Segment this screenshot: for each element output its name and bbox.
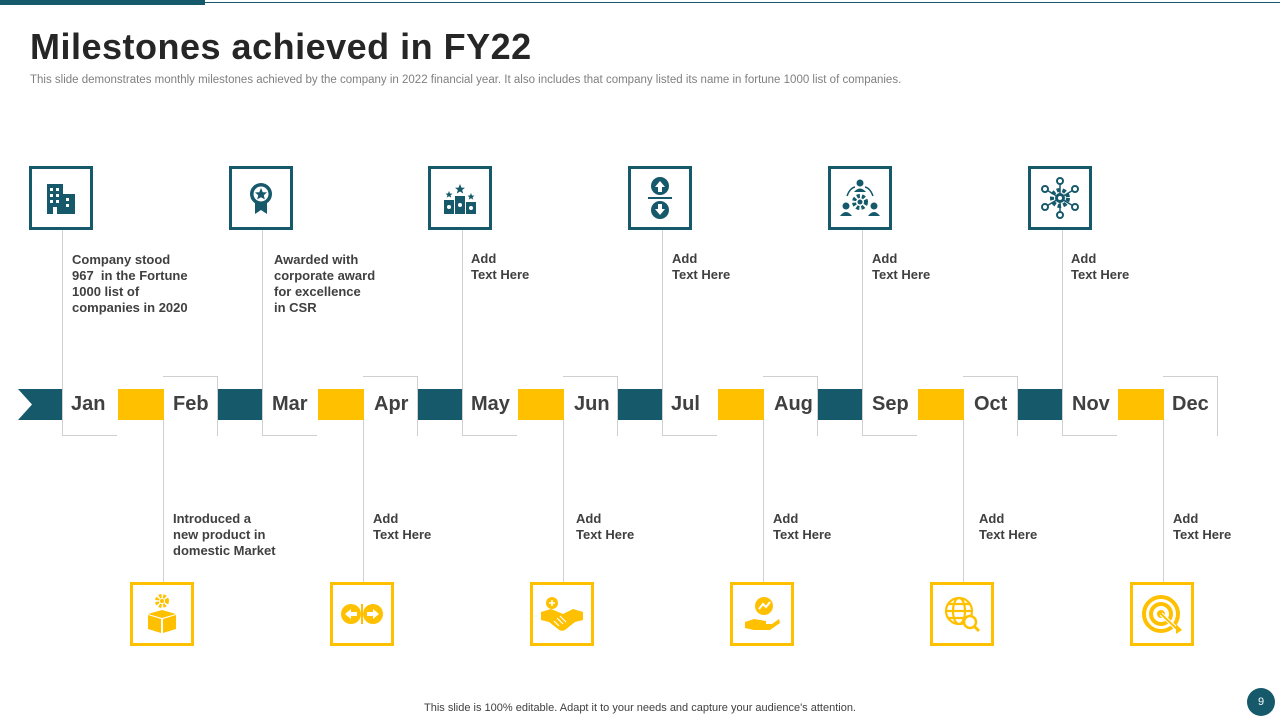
milestone-text-aug: Add Text Here <box>773 511 832 542</box>
timeline-segment <box>417 389 463 420</box>
milestone-icon-box-apr <box>330 582 394 646</box>
hand-growth-icon <box>745 597 780 630</box>
month-bracket <box>462 376 517 436</box>
month-bracket <box>862 376 917 436</box>
timeline-segment <box>118 389 164 420</box>
connector-line <box>662 230 663 390</box>
timeline-segment <box>217 389 263 420</box>
timeline-segment <box>718 389 764 420</box>
podium-stars-icon <box>444 184 476 214</box>
team-gear-icon <box>840 179 880 216</box>
timeline-segment <box>1017 389 1063 420</box>
gear-network-icon <box>1041 177 1079 219</box>
month-bracket <box>1163 376 1218 436</box>
month-label-jan: Jan <box>71 393 106 415</box>
milestone-icon-box-oct <box>930 582 994 646</box>
milestone-text-dec: Add Text Here <box>1173 511 1232 542</box>
milestone-icon-box-nov <box>1028 166 1092 230</box>
timeline-segment <box>1118 389 1164 420</box>
slide-subtitle: This slide demonstrates monthly mileston… <box>30 74 902 86</box>
up-down-arrows-icon <box>648 177 672 219</box>
month-label-apr: Apr <box>374 393 409 415</box>
milestone-text-jan: Company stood 967 in the Fortune 1000 li… <box>72 252 188 315</box>
connector-line <box>963 420 964 582</box>
month-bracket <box>62 376 117 436</box>
milestone-icon-box-dec <box>1130 582 1194 646</box>
connector-line <box>862 230 863 390</box>
milestone-text-apr: Add Text Here <box>373 511 432 542</box>
month-bracket <box>262 376 317 436</box>
office-building-icon <box>47 184 75 214</box>
milestone-text-may: Add Text Here <box>471 251 530 282</box>
month-label-jun: Jun <box>574 393 610 415</box>
milestone-icon-box-jul <box>628 166 692 230</box>
month-label-dec: Dec <box>1172 393 1209 415</box>
timeline-segment <box>918 389 964 420</box>
handshake-icon <box>541 597 583 631</box>
month-label-oct: Oct <box>974 393 1008 415</box>
timeline-segment <box>817 389 863 420</box>
milestone-text-jun: Add Text Here <box>576 511 635 542</box>
page-number-badge: 9 <box>1247 688 1275 716</box>
globe-search-icon <box>944 596 981 633</box>
left-right-arrows-icon <box>341 604 383 624</box>
connector-line <box>763 420 764 582</box>
month-bracket <box>763 376 818 436</box>
month-label-nov: Nov <box>1072 393 1110 415</box>
milestone-text-oct: Add Text Here <box>979 511 1038 542</box>
timeline-segment <box>617 389 663 420</box>
month-label-feb: Feb <box>173 393 209 415</box>
month-label-mar: Mar <box>272 393 308 415</box>
connector-line <box>462 230 463 390</box>
connector-line <box>163 420 164 582</box>
footer-note: This slide is 100% editable. Adapt it to… <box>424 702 856 714</box>
milestone-icon-box-feb <box>130 582 194 646</box>
connector-line <box>262 230 263 390</box>
month-label-may: May <box>471 393 510 415</box>
connector-line <box>363 420 364 582</box>
milestone-text-mar: Awarded with corporate award for excelle… <box>274 252 376 315</box>
month-bracket <box>662 376 717 436</box>
top-rule <box>205 2 1280 3</box>
milestone-text-jul: Add Text Here <box>672 251 731 282</box>
award-badge-icon <box>250 183 272 214</box>
product-box-gear-icon <box>148 594 176 633</box>
month-bracket <box>963 376 1018 436</box>
month-bracket <box>363 376 418 436</box>
month-bracket <box>563 376 618 436</box>
connector-line <box>1163 420 1164 582</box>
month-label-jul: Jul <box>671 393 700 415</box>
milestone-icon-box-may <box>428 166 492 230</box>
milestone-icon-box-jan <box>29 166 93 230</box>
milestone-text-nov: Add Text Here <box>1071 251 1130 282</box>
milestone-icon-box-sep <box>828 166 892 230</box>
milestone-icon-box-jun <box>530 582 594 646</box>
milestone-icon-box-aug <box>730 582 794 646</box>
timeline-segment <box>318 389 364 420</box>
timeline-start-arrow-icon <box>18 389 62 420</box>
month-label-sep: Sep <box>872 393 909 415</box>
milestone-text-sep: Add Text Here <box>872 251 931 282</box>
month-bracket <box>1062 376 1117 436</box>
connector-line <box>1062 230 1063 390</box>
connector-line <box>563 420 564 582</box>
milestone-icon-box-mar <box>229 166 293 230</box>
milestone-text-feb: Introduced a new product in domestic Mar… <box>173 511 276 558</box>
top-accent-bar <box>0 0 205 5</box>
target-icon <box>1142 595 1182 634</box>
timeline-segment <box>518 389 564 420</box>
month-label-aug: Aug <box>774 393 813 415</box>
connector-line <box>62 230 63 390</box>
slide-title: Milestones achieved in FY22 <box>30 26 532 67</box>
month-bracket <box>163 376 218 436</box>
